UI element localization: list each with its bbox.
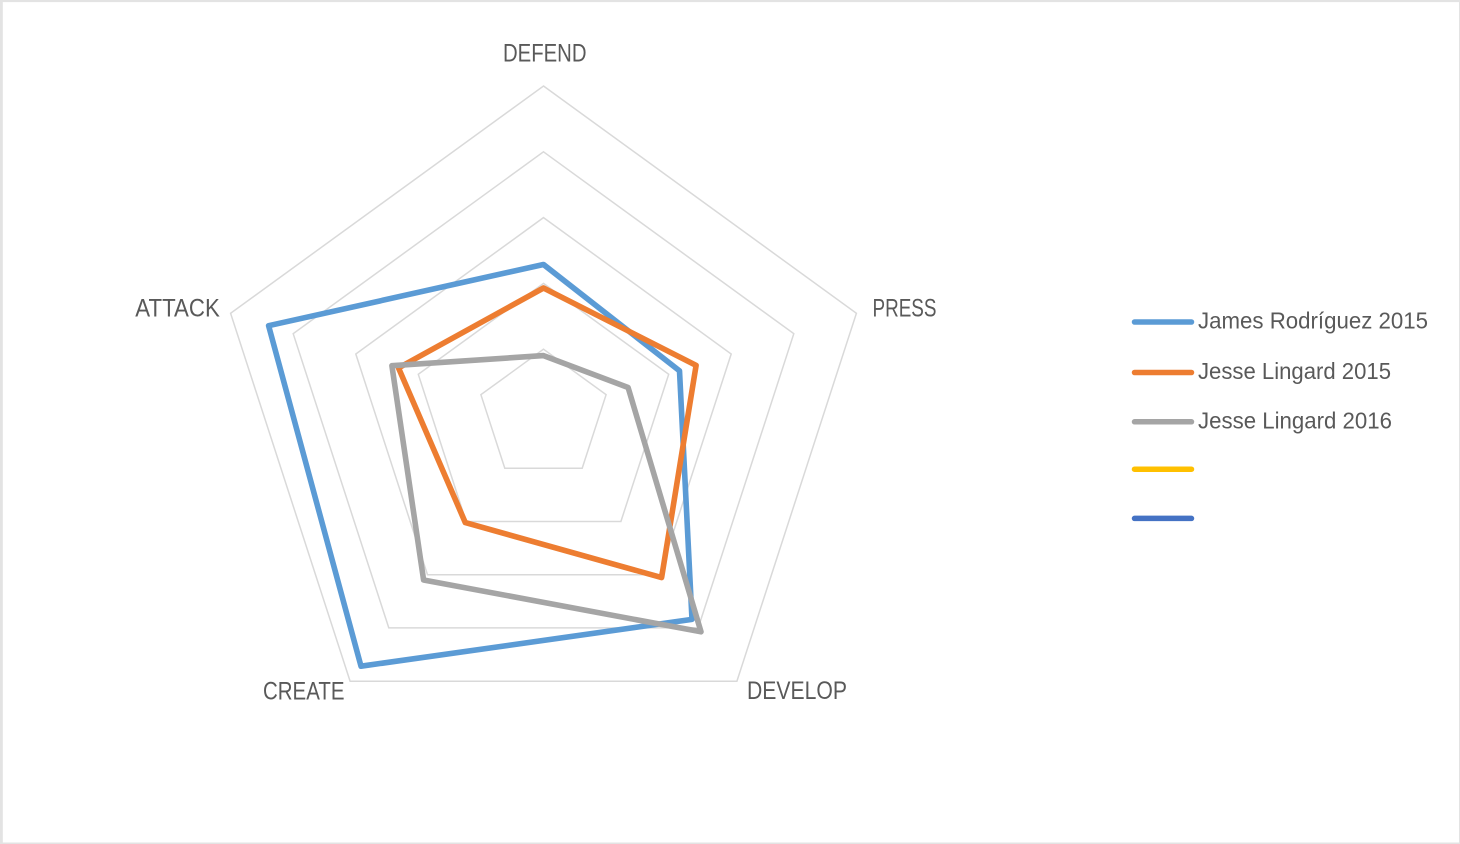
svg-text:ATTACK: ATTACK xyxy=(135,294,220,322)
svg-text:PRESS: PRESS xyxy=(873,294,937,322)
svg-text:Jesse Lingard 2016: Jesse Lingard 2016 xyxy=(1198,407,1392,433)
svg-text:CREATE: CREATE xyxy=(263,677,345,705)
svg-text:James Rodríguez 2015: James Rodríguez 2015 xyxy=(1198,308,1428,334)
svg-text:Jesse Lingard 2015: Jesse Lingard 2015 xyxy=(1198,358,1391,384)
svg-text:DEFEND: DEFEND xyxy=(503,39,587,67)
svg-text:DEVELOP: DEVELOP xyxy=(747,677,847,705)
